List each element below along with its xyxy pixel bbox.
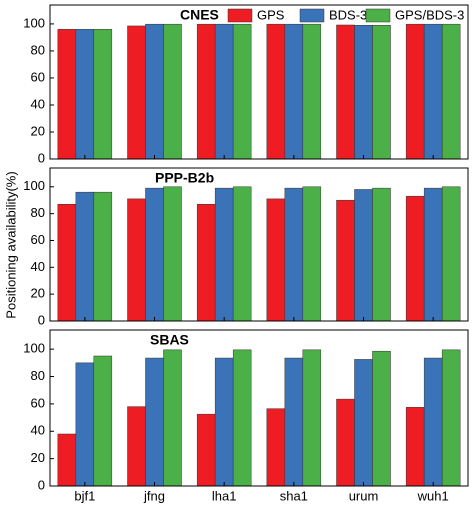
bar [266,408,286,487]
y-tick-label: 80 [31,42,45,57]
bar [266,198,286,322]
bar [405,195,425,322]
bar [372,187,391,322]
legend-label: GPS/BDS-3 [395,7,464,22]
bar [405,23,425,160]
x-tick-label: urum [349,488,379,503]
bar [145,357,164,487]
bar [145,23,164,160]
bar [127,25,146,160]
bar [214,357,234,487]
bar [232,186,252,322]
plot-frame [49,329,469,487]
y-tick-label: 80 [31,368,45,383]
x-tick-label: sha1 [280,488,308,503]
legend-swatch [227,8,253,23]
bar [232,349,252,487]
bar [336,398,355,487]
x-tick-label: bjf1 [74,488,95,503]
bar [266,23,286,160]
bar [302,349,322,487]
bar [354,189,373,322]
bar [214,23,234,160]
bar [75,362,95,487]
bar [284,187,304,322]
bar [75,29,95,160]
bar [302,186,322,322]
bar [423,187,443,322]
bar [145,187,164,322]
bar [196,23,216,160]
y-tick-label: 40 [31,259,45,274]
y-tick-label: 20 [31,123,45,138]
bar [93,355,113,487]
bar [93,191,113,322]
bar [127,406,146,487]
y-tick-label: 60 [31,395,45,410]
plot-frame [49,167,469,322]
bar [336,199,355,322]
bar [423,357,443,487]
bar [163,23,182,160]
bar [57,29,77,160]
x-tick-label: jfng [143,488,165,503]
y-tick-label: 60 [31,69,45,84]
y-tick-label: 100 [23,178,45,193]
legend-swatch [365,8,391,23]
legend-swatch [299,8,325,23]
legend-label: GPS [257,7,285,22]
bar [354,359,373,487]
y-tick-label: 20 [31,286,45,301]
y-tick-label: 0 [38,150,45,165]
bar [302,23,322,160]
y-tick-label: 40 [31,96,45,111]
bar [405,407,425,487]
bar [372,350,391,487]
y-tick-label: 100 [23,341,45,356]
y-tick-label: 80 [31,205,45,220]
legend-label: BDS-3 [329,7,367,22]
y-tick-label: 40 [31,423,45,438]
bar [423,23,443,160]
bar [163,186,182,322]
y-tick-label: 20 [31,450,45,465]
bar [57,433,77,487]
panel-title: CNES [180,7,219,23]
y-axis-label: Positioning availability(%) [3,171,18,318]
bar [196,413,216,487]
bar [441,23,461,160]
y-tick-label: 100 [23,15,45,30]
bar [93,29,113,160]
x-tick-label: wuh1 [417,488,449,503]
bar [127,198,146,322]
bar [441,349,461,487]
bar [372,25,391,160]
bar [214,187,234,322]
bar [354,25,373,160]
panel-title: SBAS [150,332,189,348]
bar [196,203,216,322]
y-tick-label: 0 [38,312,45,327]
plot-frame [49,4,469,160]
y-tick-label: 0 [38,477,45,492]
x-tick-label: lha1 [212,488,237,503]
bar [284,357,304,487]
bar [163,349,182,487]
bar [336,24,355,160]
bar [284,23,304,160]
y-tick-label: 60 [31,232,45,247]
bar [232,23,252,160]
bar [57,203,77,322]
bar [441,186,461,322]
bar [75,191,95,322]
panel-title: PPP-B2b [155,170,214,186]
